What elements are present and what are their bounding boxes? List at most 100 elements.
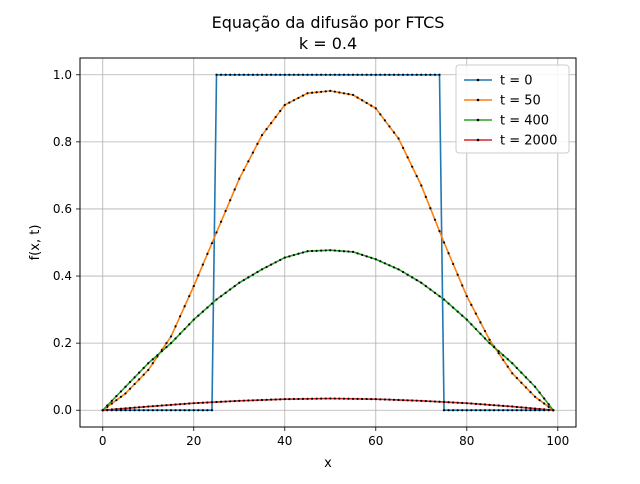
data-point: [502, 358, 505, 362]
legend-marker: [476, 98, 480, 102]
data-point: [219, 73, 223, 76]
data-point: [315, 249, 318, 252]
data-point: [288, 397, 291, 401]
data-point: [374, 258, 377, 261]
data-point: [279, 73, 282, 76]
data-point: [506, 405, 509, 408]
data-point: [297, 73, 300, 76]
data-point: [502, 354, 505, 357]
data-point: [370, 256, 373, 259]
data-point: [224, 73, 227, 76]
data-point: [215, 298, 218, 301]
data-point: [488, 403, 491, 406]
data-point: [429, 288, 432, 291]
data-point: [401, 399, 405, 402]
data-point: [383, 119, 386, 122]
data-point: [224, 209, 227, 213]
data-point: [247, 399, 250, 402]
data-point: [242, 73, 245, 76]
data-point: [197, 409, 200, 412]
data-point: [156, 409, 159, 412]
data-point: [502, 404, 505, 407]
data-point: [174, 403, 177, 406]
data-point: [106, 404, 109, 407]
data-point: [420, 399, 423, 402]
data-point: [265, 128, 268, 131]
data-point: [401, 146, 405, 150]
data-point: [379, 398, 382, 401]
data-point: [183, 327, 186, 331]
data-point: [333, 90, 336, 93]
data-point: [506, 358, 509, 361]
data-point: [242, 278, 245, 282]
data-point: [219, 295, 223, 298]
data-point: [511, 409, 514, 412]
data-point: [124, 407, 127, 410]
data-point: [138, 406, 141, 409]
data-point: [320, 249, 323, 252]
data-point: [329, 397, 332, 400]
data-point: [511, 362, 514, 365]
legend-marker: [476, 118, 480, 122]
data-point: [210, 242, 214, 245]
data-point: [406, 73, 409, 76]
data-point: [133, 406, 136, 409]
data-point: [274, 398, 277, 401]
data-point: [297, 96, 300, 100]
data-point: [447, 252, 450, 255]
data-point: [361, 253, 364, 256]
data-point: [442, 400, 446, 404]
data-point: [365, 397, 368, 401]
x-tick-label: 40: [277, 434, 292, 448]
data-point: [433, 73, 437, 76]
data-point: [188, 295, 191, 298]
y-tick-label: 0.0: [53, 403, 72, 417]
data-point: [256, 142, 259, 145]
data-point: [461, 401, 464, 405]
data-point: [283, 256, 286, 259]
data-point: [424, 399, 427, 403]
data-point: [356, 73, 359, 76]
data-point: [411, 276, 414, 279]
data-point: [342, 250, 346, 253]
data-point: [529, 407, 532, 410]
legend-box: [455, 64, 570, 154]
data-point: [256, 399, 259, 402]
data-point: [247, 160, 250, 163]
data-point: [265, 265, 268, 269]
data-point: [374, 73, 377, 76]
data-point: [461, 314, 464, 317]
data-point: [524, 376, 528, 379]
data-point: [401, 73, 405, 76]
data-point: [388, 398, 391, 401]
series-layer: [101, 73, 555, 412]
data-point: [274, 261, 277, 264]
data-point: [133, 376, 136, 379]
data-point: [233, 285, 236, 288]
data-point: [183, 409, 186, 412]
data-point: [515, 376, 518, 380]
data-point: [543, 402, 546, 405]
data-point: [524, 409, 528, 412]
data-point: [333, 73, 336, 76]
data-point: [406, 156, 409, 159]
data-point: [397, 137, 400, 140]
data-point: [165, 409, 168, 412]
data-point: [201, 263, 204, 266]
data-point: [429, 400, 432, 403]
chart-subtitle: k = 0.4: [299, 34, 357, 53]
data-point: [338, 249, 341, 252]
data-point: [260, 268, 264, 271]
data-point: [388, 73, 391, 76]
data-point: [183, 402, 186, 405]
data-point: [424, 73, 427, 76]
data-point: [474, 327, 477, 331]
data-point: [119, 390, 123, 393]
data-point: [320, 90, 323, 93]
data-point: [424, 285, 427, 288]
data-point: [388, 264, 391, 267]
data-point: [197, 401, 200, 405]
data-point: [492, 404, 496, 407]
